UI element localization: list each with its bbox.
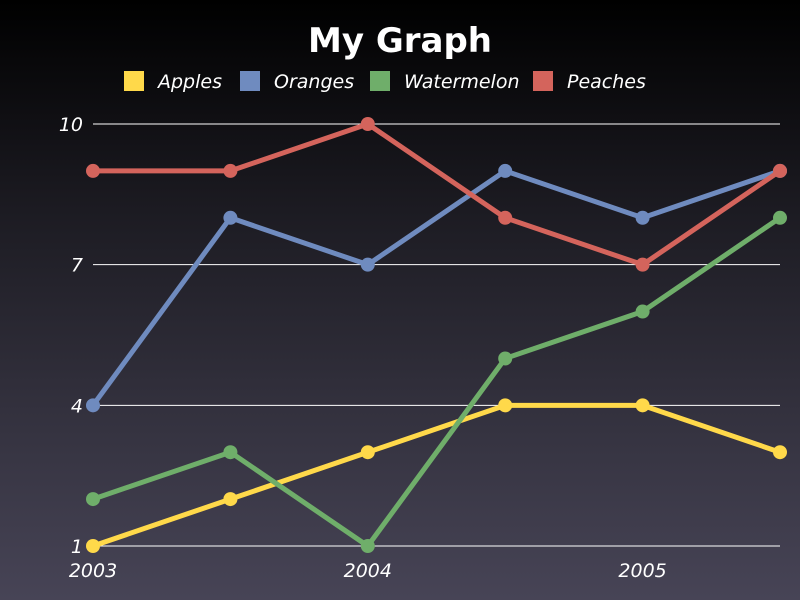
chart-title: My Graph [308, 21, 492, 61]
data-point-peaches [360, 117, 375, 131]
data-point-watermelon [223, 445, 238, 460]
data-point-apples [223, 492, 238, 507]
y-axis-ticks: 1 4 7 10 [59, 114, 83, 558]
legend-swatch-apples [124, 71, 144, 91]
data-point-apples [360, 445, 375, 460]
data-point-watermelon [773, 210, 787, 225]
data-point-apples [498, 398, 513, 413]
legend: Apples Oranges Watermelon Peaches [124, 71, 646, 93]
series-apples [86, 398, 787, 553]
data-point-watermelon [360, 539, 375, 553]
legend-label-oranges: Oranges [274, 71, 354, 93]
data-point-oranges [86, 398, 100, 413]
x-tick-label: 2005 [618, 560, 666, 582]
series-watermelon [86, 210, 787, 553]
y-tick-label: 4 [71, 395, 83, 417]
data-point-peaches [773, 163, 787, 178]
y-tick-label: 7 [71, 255, 83, 277]
series-group [86, 117, 787, 553]
series-oranges [86, 163, 787, 413]
legend-swatch-peaches [533, 71, 553, 91]
legend-label-watermelon: Watermelon [404, 71, 519, 93]
data-point-oranges [635, 210, 650, 225]
x-tick-label: 2003 [69, 560, 117, 582]
series-line-oranges [90, 168, 783, 408]
data-point-watermelon [635, 304, 650, 319]
series-line-peaches [90, 121, 783, 268]
series-line-apples [90, 402, 783, 549]
data-point-peaches [86, 163, 100, 178]
data-point-peaches [223, 163, 238, 178]
legend-label-apples: Apples [156, 71, 222, 93]
data-point-watermelon [86, 492, 100, 507]
data-point-peaches [635, 257, 650, 272]
data-point-apples [86, 539, 100, 553]
data-point-oranges [498, 163, 513, 178]
legend-swatch-watermelon [370, 71, 390, 91]
series-line-watermelon [90, 215, 783, 549]
data-point-apples [773, 445, 787, 460]
x-axis-ticks: 2003 2004 2005 [69, 560, 667, 582]
data-point-oranges [360, 257, 375, 272]
data-point-oranges [223, 210, 238, 225]
y-tick-label: 10 [59, 114, 83, 136]
legend-label-peaches: Peaches [567, 71, 646, 93]
grid [93, 123, 780, 547]
legend-swatch-oranges [240, 71, 260, 91]
data-point-apples [635, 398, 650, 413]
y-tick-label: 1 [71, 536, 83, 558]
data-point-watermelon [498, 351, 513, 366]
data-point-peaches [498, 210, 513, 225]
series-peaches [86, 117, 787, 272]
x-tick-label: 2004 [344, 560, 392, 582]
